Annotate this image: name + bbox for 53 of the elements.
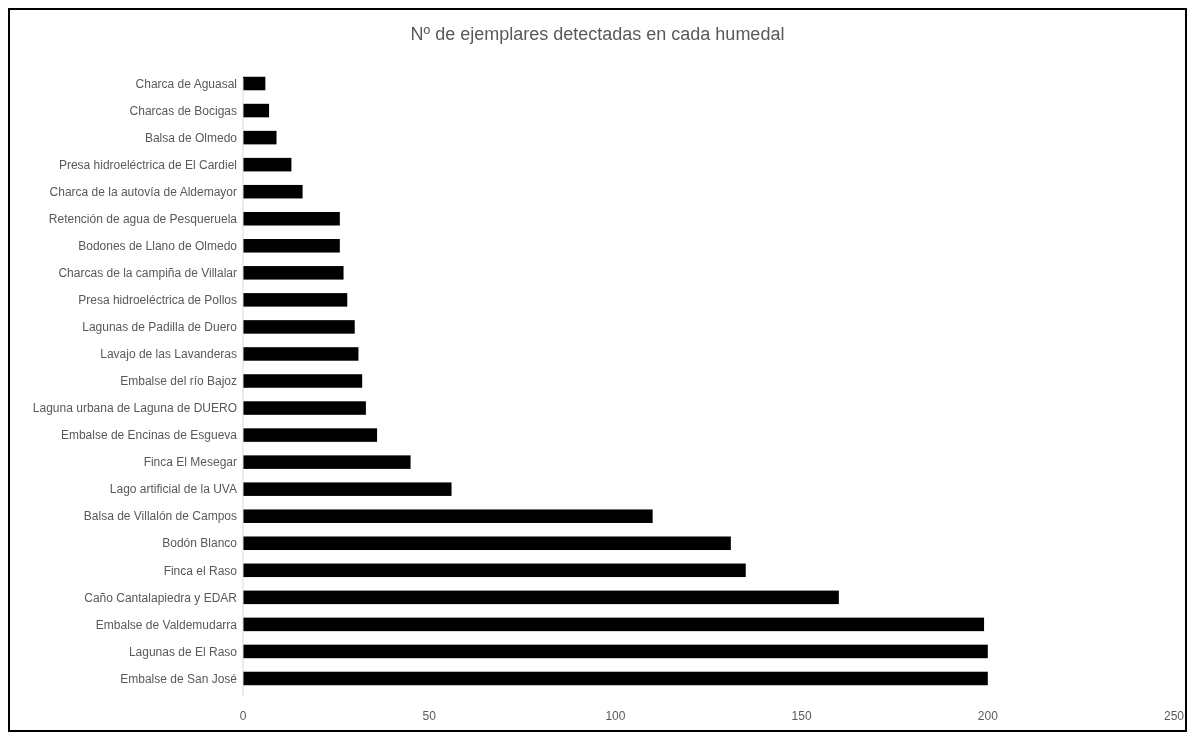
bar <box>243 103 270 118</box>
y-tick-label: Embalse de Encinas de Esgueva <box>60 428 238 443</box>
x-tick-label: 250 <box>1163 709 1185 723</box>
bar <box>243 482 452 496</box>
bar <box>243 157 292 172</box>
bar <box>243 130 277 145</box>
y-tick-label: Charca de Aguasal <box>135 76 237 91</box>
bar <box>243 428 378 442</box>
bar <box>243 455 411 469</box>
x-tick-label: 0 <box>239 709 247 723</box>
bar <box>243 320 355 334</box>
bar <box>243 644 988 659</box>
bar <box>243 509 653 523</box>
y-tick-label: Caño Cantalapiedra y EDAR <box>84 590 238 605</box>
y-tick-label: Lagunas de Padilla de Duero <box>82 320 238 335</box>
y-tick-label: Laguna urbana de Laguna de DUERO <box>32 401 237 416</box>
bar <box>243 536 731 551</box>
bar <box>243 563 746 578</box>
bar <box>243 184 303 199</box>
y-tick-label: Bodones de Llano de Olmedo <box>78 238 238 253</box>
y-tick-label: Retención de agua de Pesqueruela <box>48 211 238 226</box>
y-tick-label: Embalse de Valdemudarra <box>95 617 238 632</box>
y-tick-label: Finca el Raso <box>163 563 238 578</box>
y-tick-label: Charcas de Bocigas <box>129 103 237 118</box>
y-tick-label: Embalse de San José <box>120 671 238 686</box>
y-tick-label: Bodón Blanco <box>162 536 238 551</box>
bar <box>243 211 340 226</box>
bar <box>243 401 366 415</box>
y-tick-label: Lago artificial de la UVA <box>109 482 237 497</box>
bar <box>243 590 839 605</box>
chart-title: Nº de ejemplares detectadas en cada humedal <box>410 24 785 44</box>
x-tick-label: 50 <box>422 709 437 723</box>
y-tick-label: Lagunas de El Raso <box>128 644 238 659</box>
bar <box>243 76 266 91</box>
y-tick-label: Lavajo de las Lavanderas <box>100 347 237 362</box>
y-tick-label: Balsa de Olmedo <box>144 130 238 145</box>
bar <box>243 671 988 686</box>
bar <box>243 347 359 361</box>
y-tick-label: Presa hidroeléctrica de El Cardiel <box>58 157 237 172</box>
bar <box>243 239 340 253</box>
y-tick-label: Charca de la autovía de Aldemayor <box>49 184 237 199</box>
bar <box>243 293 348 307</box>
y-tick-label: Balsa de Villalón de Campos <box>83 509 237 524</box>
x-tick-label: 150 <box>791 709 812 723</box>
y-tick-label: Finca El Mesegar <box>143 455 237 470</box>
x-tick-label: 100 <box>605 709 626 723</box>
bar <box>243 374 363 388</box>
bar <box>243 617 985 632</box>
bar <box>243 266 344 280</box>
x-tick-label: 200 <box>977 709 999 723</box>
y-tick-label: Charcas de la campiña de Villalar <box>58 266 237 281</box>
y-tick-label: Presa hidroeléctrica de Pollos <box>78 293 237 308</box>
y-tick-label: Embalse del río Bajoz <box>120 374 237 389</box>
